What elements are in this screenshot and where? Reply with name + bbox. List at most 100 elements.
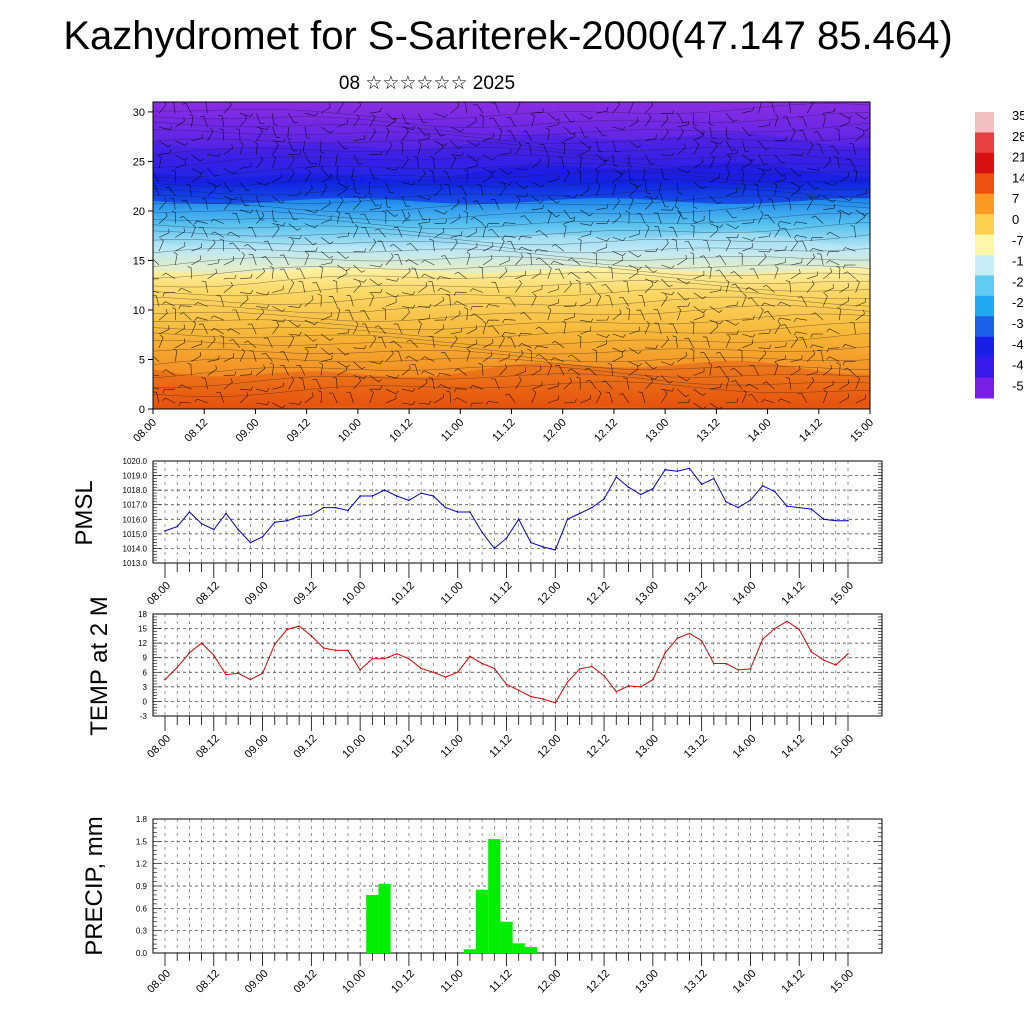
x-tick-label: 10.00 [340, 580, 368, 608]
x-tick-label: 08.00 [145, 733, 173, 761]
x-tick-label: 09.12 [285, 417, 313, 445]
data-point [286, 519, 288, 522]
precipitation-panel: 0.0 0.3 0.6 0.9 1.2 1.5 1.8 08.00 08.12 09.00 09.1… [136, 815, 883, 996]
colorbar-swatch [975, 132, 994, 154]
x-tick-label: 10.12 [387, 417, 415, 445]
data-point [847, 653, 849, 655]
data-point [530, 541, 532, 544]
y-tick-label: 18 [138, 610, 147, 619]
data-point [652, 487, 654, 490]
data-point [566, 518, 569, 521]
x-tick-label: 13.12 [682, 580, 710, 608]
data-point [578, 668, 581, 670]
colorbar-label: -2 [1012, 274, 1024, 289]
data-point [322, 506, 325, 509]
page-title: Kazhydromet for S-Sariterek-2000(47.147 … [63, 14, 953, 58]
x-tick-label: 12.12 [584, 733, 612, 761]
contour-line [153, 256, 870, 269]
data-point [627, 486, 630, 489]
data-point [749, 668, 752, 670]
precip-bar [500, 921, 513, 953]
x-tick-label: 11.00 [439, 417, 466, 444]
data-point [810, 508, 813, 510]
data-point [395, 495, 398, 497]
y-tick-label: 0.3 [136, 927, 148, 936]
data-point [334, 649, 337, 652]
x-tick-label: 09.00 [243, 968, 271, 996]
y-tick-label: 0.9 [136, 882, 148, 891]
y-tick-label: 15 [138, 625, 147, 634]
data-point [652, 678, 654, 681]
data-point [505, 683, 508, 686]
data-point [603, 498, 605, 500]
y-tick-label: 1013.0 [123, 559, 148, 568]
data-point [420, 667, 422, 670]
x-tick-label: 09.12 [292, 733, 320, 761]
x-tick-label: 12.00 [535, 580, 563, 608]
x-tick-label: 09.12 [292, 968, 320, 996]
data-point [505, 537, 508, 540]
data-point [188, 652, 191, 654]
x-tick-label: 08.00 [131, 417, 159, 445]
data-point [774, 627, 776, 630]
data-point [347, 649, 349, 652]
data-point [798, 628, 801, 631]
data-point [517, 518, 520, 521]
data-point [578, 512, 581, 515]
x-tick-label: 10.12 [389, 580, 417, 608]
contour-line [153, 322, 870, 339]
data-point [554, 549, 557, 551]
colorbar-swatch [975, 357, 994, 379]
data-point [542, 698, 544, 700]
data-point [810, 651, 813, 653]
temperature-band [153, 162, 870, 204]
data-point [408, 499, 410, 502]
data-point [310, 514, 313, 516]
data-point [517, 689, 520, 692]
data-point [383, 489, 386, 491]
colorbar-swatch [975, 214, 994, 236]
y-tick-label: 0 [139, 404, 145, 416]
x-tick-label: 14.00 [746, 417, 774, 445]
y-tick-label: 0.6 [136, 904, 148, 913]
contour-line [153, 212, 870, 229]
x-tick-label: 11.12 [487, 580, 514, 607]
data-point [395, 653, 398, 655]
x-tick-label: 15.00 [828, 580, 856, 608]
y-tick-label: 1014.0 [123, 544, 148, 553]
data-point [700, 483, 703, 486]
data-point [725, 501, 727, 503]
y-tick-label: 1018.0 [123, 486, 148, 495]
x-tick-label: 11.00 [438, 968, 465, 995]
panel-frame [152, 613, 883, 717]
x-tick-label: 12.00 [535, 968, 563, 996]
contour-line [153, 147, 870, 160]
temperature-panel: -3 0 3 6 9 12 15 18 08.00 08.12 09.00 09.12 10.00 10.… [138, 610, 883, 761]
colorbar-label: -5 [1012, 378, 1024, 393]
data-point [237, 672, 239, 675]
temperature-band [153, 133, 870, 185]
colorbar-label: -7 [1012, 233, 1024, 248]
data-point [481, 662, 483, 665]
data-point [615, 476, 618, 478]
data-point [761, 638, 764, 641]
contour-line [153, 339, 870, 355]
colorbar-swatch [975, 193, 994, 215]
x-tick-label: 13.12 [695, 417, 723, 445]
x-tick-label: 11.12 [490, 417, 517, 444]
data-point [749, 499, 752, 502]
data-point [237, 528, 239, 531]
data-point [688, 632, 691, 635]
x-tick-label: 14.00 [731, 968, 759, 996]
data-point [469, 655, 471, 658]
data-point [200, 642, 203, 644]
data-point [566, 681, 569, 683]
y-tick-label: 3 [143, 683, 148, 692]
data-point [432, 671, 435, 674]
x-tick-label: 09.00 [234, 417, 262, 445]
x-tick-label: 09.00 [243, 733, 271, 761]
contour-line [153, 179, 870, 196]
x-tick-label: 10.12 [389, 733, 417, 761]
data-point [713, 662, 715, 665]
contour-line [153, 296, 870, 314]
